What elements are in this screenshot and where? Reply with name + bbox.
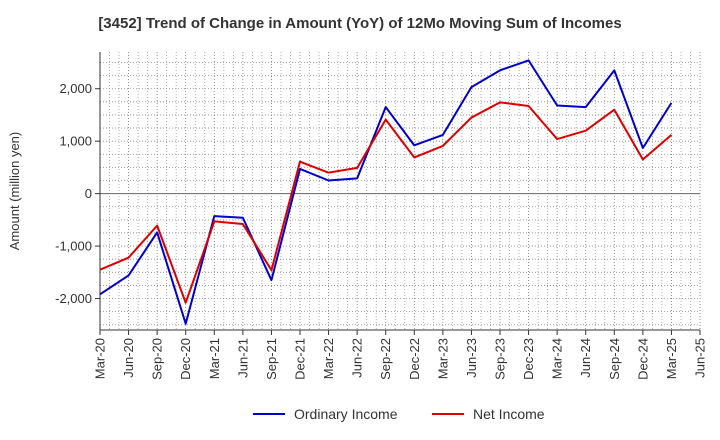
x-tick-label: Jun-25 bbox=[693, 338, 708, 378]
series-line-net-income bbox=[99, 101, 673, 304]
y-tick-label: -1,000 bbox=[55, 239, 92, 254]
x-tick-label: Dec-24 bbox=[635, 338, 650, 380]
y-axis-label: Amount (million yen) bbox=[7, 132, 22, 251]
x-tick-label: Mar-24 bbox=[550, 338, 565, 379]
x-tick-label: Sep-24 bbox=[607, 338, 622, 380]
x-tick-label: Mar-21 bbox=[207, 338, 222, 379]
y-tick-label: 0 bbox=[85, 186, 92, 201]
y-tick-label: -2,000 bbox=[55, 291, 92, 306]
x-tick-label: Jun-23 bbox=[464, 338, 479, 378]
x-tick-label: Sep-22 bbox=[378, 338, 393, 380]
y-tick-label: 2,000 bbox=[59, 81, 92, 96]
x-tick-label: Dec-23 bbox=[521, 338, 536, 380]
series-line-ordinary-income bbox=[99, 59, 673, 325]
x-tick-label: Mar-23 bbox=[435, 338, 450, 379]
y-tick-label: 1,000 bbox=[59, 134, 92, 149]
x-tick-label: Mar-25 bbox=[664, 338, 679, 379]
x-tick-label: Sep-21 bbox=[264, 338, 279, 380]
x-tick-label: Sep-23 bbox=[493, 338, 508, 380]
x-tick-label: Dec-20 bbox=[178, 338, 193, 380]
x-tick-label: Dec-22 bbox=[407, 338, 422, 380]
x-tick-label: Jun-22 bbox=[350, 338, 365, 378]
plot-area bbox=[100, 52, 700, 330]
legend-label: Net Income bbox=[473, 406, 545, 422]
x-tick-label: Jun-21 bbox=[235, 338, 250, 378]
x-tick-label: Sep-20 bbox=[150, 338, 165, 380]
x-tick-label: Mar-22 bbox=[321, 338, 336, 379]
chart-title: [3452] Trend of Change in Amount (YoY) o… bbox=[98, 15, 622, 32]
x-tick-label: Jun-20 bbox=[121, 338, 136, 378]
x-tick-label: Jun-24 bbox=[578, 338, 593, 378]
x-tick-label: Dec-21 bbox=[293, 338, 308, 380]
x-tick-label: Mar-20 bbox=[93, 338, 108, 379]
legend-label: Ordinary Income bbox=[294, 406, 398, 422]
